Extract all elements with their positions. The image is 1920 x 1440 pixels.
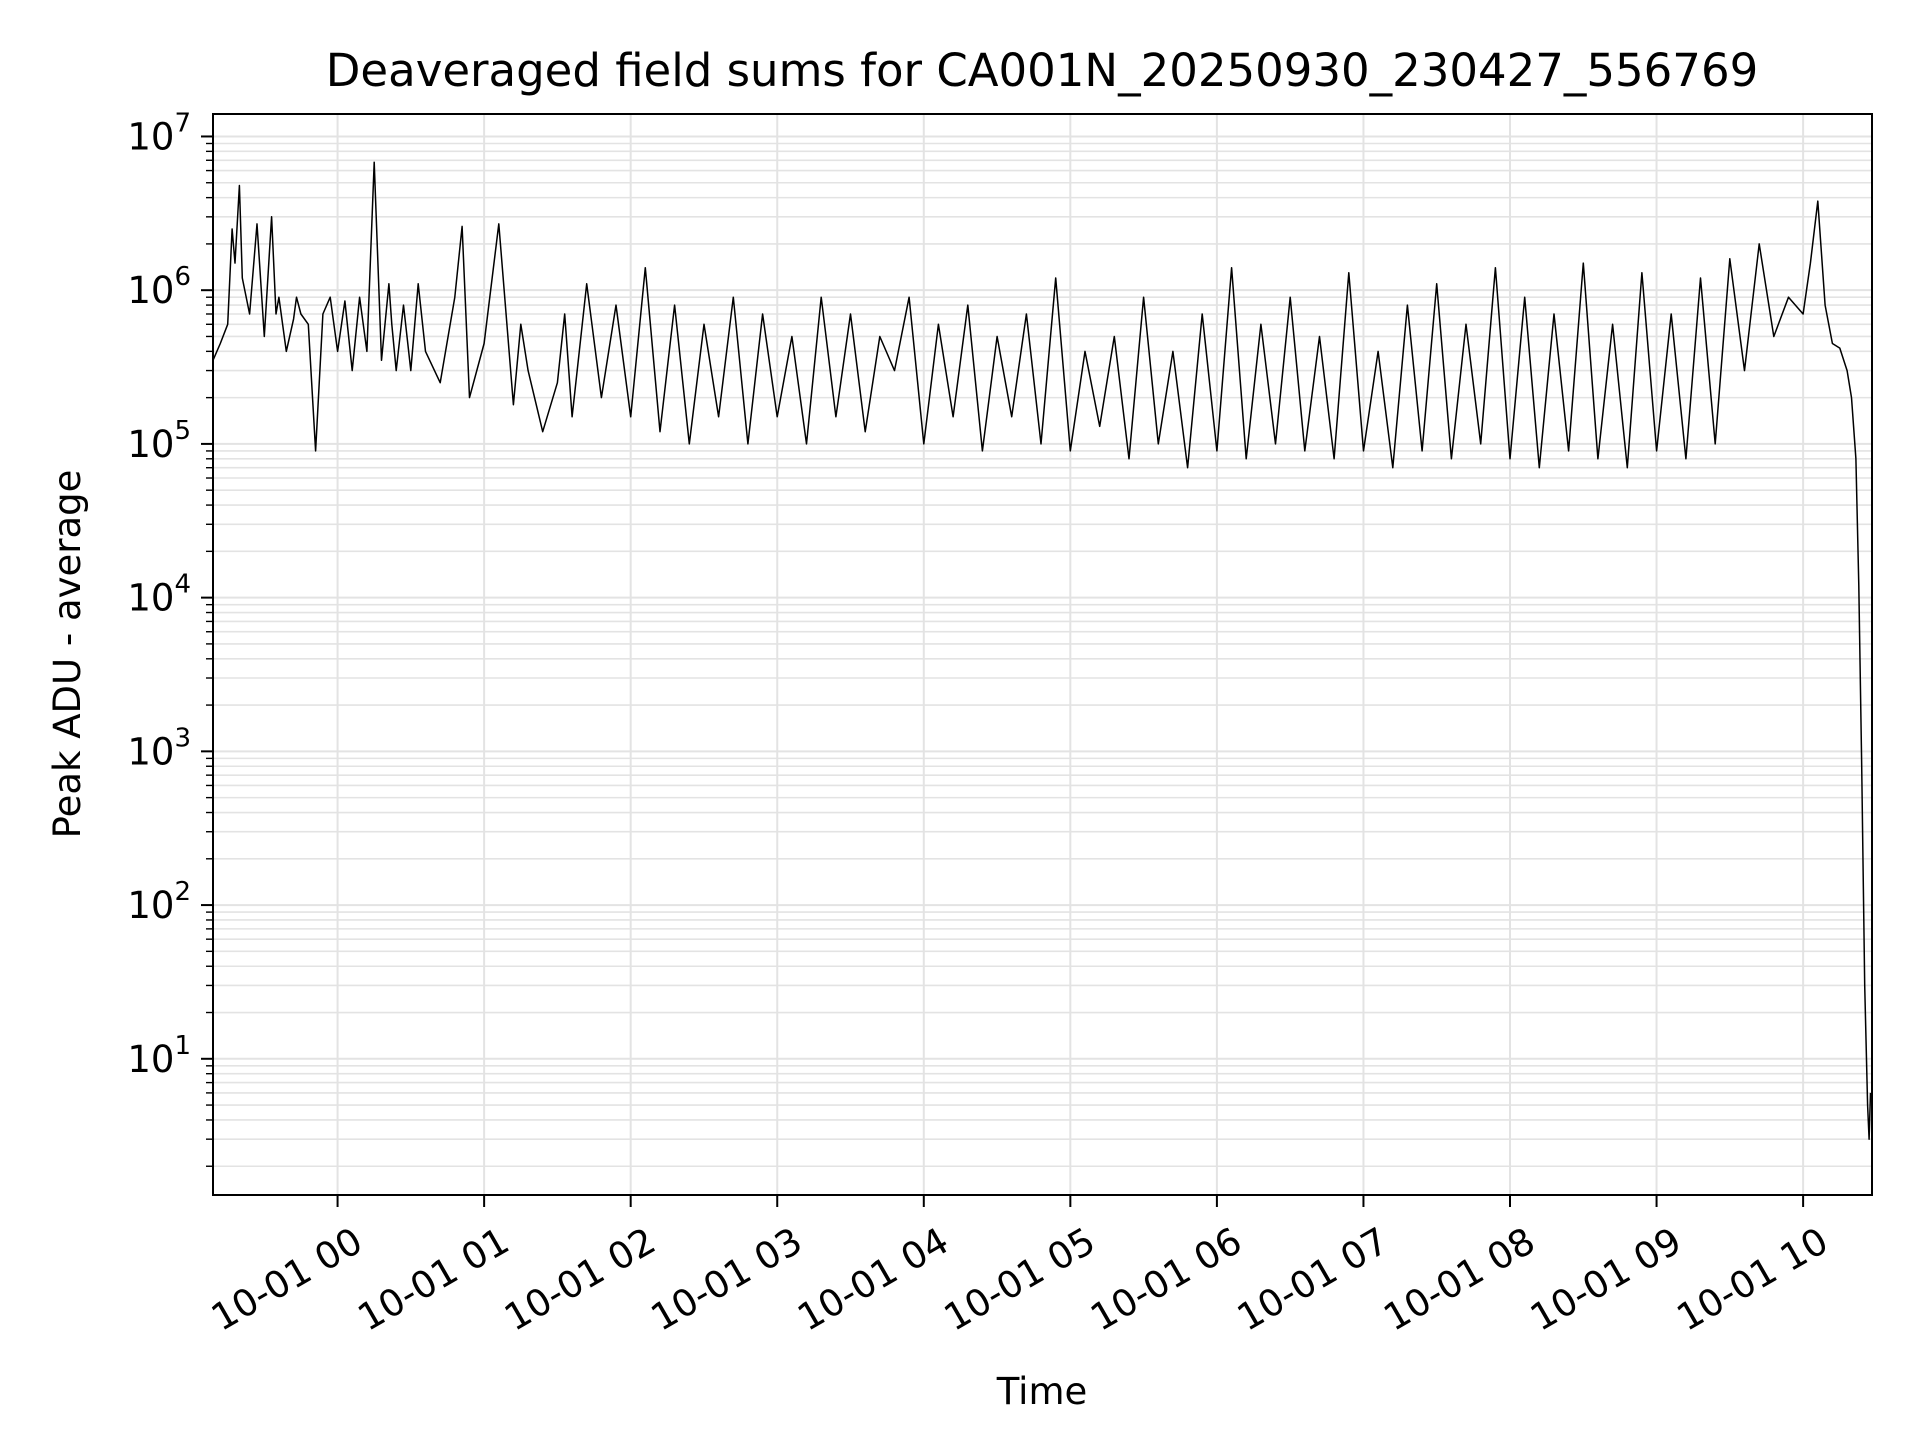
y-tick-base: 10	[127, 730, 174, 773]
y-tick-label: 104	[127, 570, 191, 620]
y-tick-exponent: 1	[174, 1031, 191, 1061]
y-tick-label: 106	[127, 262, 191, 312]
y-tick-exponent: 6	[174, 262, 191, 292]
y-tick-base: 10	[127, 1038, 174, 1081]
y-axis-label: Peak ADU - average	[46, 470, 89, 839]
y-tick-base: 10	[127, 577, 174, 620]
y-tick-exponent: 7	[174, 108, 191, 138]
y-tick-base: 10	[127, 115, 174, 158]
y-tick-exponent: 2	[174, 877, 191, 907]
y-tick-label: 101	[127, 1031, 191, 1081]
y-tick-base: 10	[127, 423, 174, 466]
y-tick-label: 103	[127, 723, 191, 773]
x-tick-label: 10-01 07	[1230, 1219, 1396, 1339]
y-tick-exponent: 3	[174, 723, 191, 753]
x-tick-label: 10-01 08	[1377, 1219, 1543, 1339]
plot-area	[212, 161, 1872, 1140]
y-tick-base: 10	[127, 884, 174, 927]
y-tick-label: 102	[127, 877, 191, 927]
x-tick-label: 10-01 03	[644, 1219, 810, 1339]
grid	[213, 114, 1872, 1195]
x-tick-label: 10-01 10	[1670, 1219, 1836, 1339]
x-axis-label: Time	[996, 1370, 1088, 1413]
x-tick-label: 10-01 00	[204, 1219, 370, 1339]
chart-title: Deaveraged field sums for CA001N_2025093…	[326, 44, 1758, 97]
x-tick-label: 10-01 02	[497, 1219, 663, 1339]
series-line-0	[212, 161, 1872, 1140]
x-tick-label: 10-01 09	[1523, 1219, 1689, 1339]
y-tick-base: 10	[127, 269, 174, 312]
y-tick-exponent: 5	[174, 416, 191, 446]
y-tick-label: 107	[127, 108, 191, 158]
y-tick-exponent: 4	[174, 570, 191, 600]
x-tick-label: 10-01 06	[1083, 1219, 1249, 1339]
x-tick-label: 10-01 05	[937, 1219, 1103, 1339]
x-tick-label: 10-01 01	[351, 1219, 517, 1339]
axes-frame	[212, 113, 1873, 1196]
x-tick-label: 10-01 04	[790, 1219, 956, 1339]
y-tick-label: 105	[127, 416, 191, 466]
